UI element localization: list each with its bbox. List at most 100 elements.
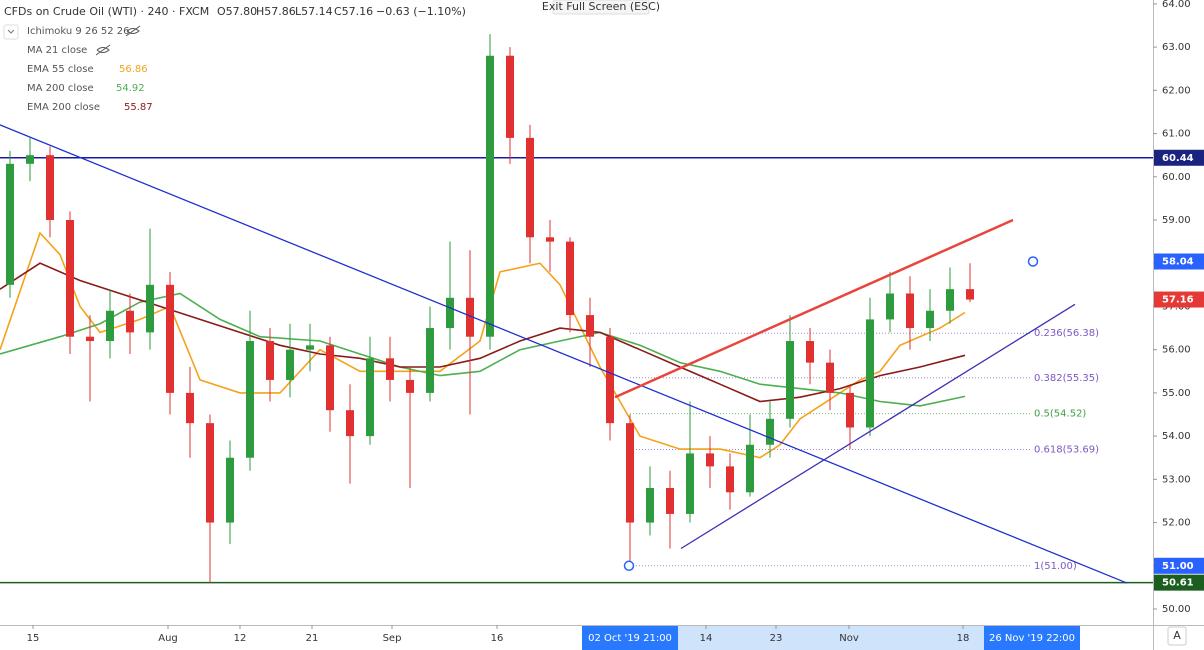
y-tick-label: 55.00 — [1162, 388, 1191, 399]
candle-body — [186, 392, 194, 424]
change: −0.63 (−1.10%) — [376, 5, 466, 18]
candle-body — [746, 444, 754, 493]
hidden-icon — [95, 44, 111, 56]
candle-body — [206, 423, 214, 523]
candle-body — [426, 328, 434, 393]
collapse-icon — [7, 29, 15, 34]
hidden-icon — [125, 25, 141, 37]
candle-body — [846, 392, 854, 428]
candle-body — [26, 155, 34, 164]
x-tick-label: 15 — [27, 633, 40, 644]
fib-label: 0.236(56.38) — [1034, 328, 1099, 339]
candle-body — [606, 336, 614, 424]
trend-line — [0, 124, 1128, 584]
y-tick-label: 54.00 — [1162, 431, 1191, 442]
x-tick-label: Aug — [158, 633, 178, 644]
price-tag — [1154, 574, 1204, 591]
candle-body — [506, 55, 514, 138]
candle-body — [546, 237, 554, 242]
candle-body — [406, 379, 414, 393]
candle-body — [966, 289, 974, 300]
collapse-button[interactable] — [3, 24, 19, 40]
ohlc-close: C57.16 — [334, 5, 373, 18]
indicator-name: Ichimoku 9 26 52 26 — [27, 26, 130, 37]
candle-body — [446, 297, 454, 329]
candle-body — [666, 487, 674, 514]
candle-body — [486, 55, 494, 337]
candle-body — [346, 410, 354, 437]
candle-body — [946, 289, 954, 311]
candle-body — [286, 349, 294, 380]
candle-body — [106, 310, 114, 342]
y-tick-label: 52.00 — [1162, 518, 1191, 529]
candle-body — [86, 336, 94, 342]
ohlc-high: H57.86 — [256, 5, 296, 18]
x-tick-label: 16 — [491, 633, 504, 644]
indicator-line — [0, 262, 966, 403]
candle-body — [66, 220, 74, 337]
candle-body — [566, 241, 574, 316]
x-tick-label: Sep — [383, 633, 402, 644]
candle-body — [686, 453, 694, 514]
anchor-point — [1027, 256, 1039, 267]
y-tick-label: 59.00 — [1162, 215, 1191, 226]
candle-body — [906, 293, 914, 329]
anchor-point — [623, 560, 635, 572]
symbol-title: CFDs on Crude Oil (WTI) · 240 · FXCM — [4, 5, 209, 18]
candle-body — [526, 137, 534, 238]
indicator-name: EMA 55 close — [27, 64, 94, 75]
candle-body — [326, 345, 334, 411]
candle-body — [626, 423, 634, 523]
legend: CFDs on Crude Oil (WTI) · 240 · FXCM O57… — [3, 5, 466, 113]
auto-scale-button[interactable] — [1167, 626, 1187, 646]
ohlc-low: L57.14 — [295, 5, 333, 18]
candle-body — [306, 345, 314, 350]
candle-body — [366, 358, 374, 437]
y-tick-label: 53.00 — [1162, 474, 1191, 485]
axes: 50.0051.0052.0053.0054.0055.0056.0057.00… — [27, 0, 1204, 650]
date-marker-label: 02 Oct '19 21:00 — [588, 633, 672, 644]
price-tag — [1154, 149, 1204, 166]
price-tag-label: 50.61 — [1162, 578, 1194, 589]
indicator-value: 54.92 — [116, 83, 145, 94]
candle-body — [166, 284, 174, 393]
x-tick-label: 12 — [234, 633, 247, 644]
date-marker — [582, 626, 678, 650]
candle-body — [46, 155, 54, 221]
indicator-legend: Ichimoku 9 26 52 26 MA 21 close EMA 55 clo… — [27, 25, 153, 113]
price-tag-label: 51.00 — [1162, 561, 1194, 572]
price-tag — [1154, 291, 1204, 308]
candle-body — [386, 358, 394, 380]
x-tick-label: 14 — [700, 633, 713, 644]
y-tick-label: 64.00 — [1162, 0, 1191, 10]
indicator-value: 56.86 — [119, 64, 148, 75]
candle-body — [706, 453, 714, 467]
trend-line — [680, 303, 1076, 550]
plot-area: 0.236(56.38) 0.382(55.35) 0.5(54.52) 0.618(… — [0, 34, 1153, 584]
candle-body — [266, 341, 274, 380]
exit-fullscreen-label: Exit Full Screen (ESC) — [542, 0, 660, 13]
indicator-name: EMA 200 close — [27, 102, 100, 113]
y-tick-label: 50.00 — [1162, 604, 1191, 615]
y-tick-label: 63.00 — [1162, 42, 1191, 53]
candle-body — [146, 284, 154, 333]
exit-fullscreen-button[interactable] — [552, 0, 650, 15]
candle-body — [866, 319, 874, 428]
price-tag-label: 58.04 — [1162, 256, 1194, 267]
y-tick-label: 56.00 — [1162, 345, 1191, 356]
candle-body — [786, 341, 794, 419]
y-tick-label: 62.00 — [1162, 85, 1191, 96]
candle-body — [226, 457, 234, 523]
indicator-name: MA 200 close — [27, 83, 94, 94]
fib-label: 1(51.00) — [1034, 561, 1077, 572]
fib-label: 0.5(54.52) — [1034, 409, 1086, 420]
date-marker-label: 26 Nov '19 22:00 — [989, 633, 1075, 644]
price-tag — [1154, 253, 1204, 270]
date-marker — [984, 626, 1080, 650]
trend-line — [614, 218, 1014, 399]
indicator-name: MA 21 close — [27, 45, 87, 56]
y-tick-label: 61.00 — [1162, 129, 1191, 140]
